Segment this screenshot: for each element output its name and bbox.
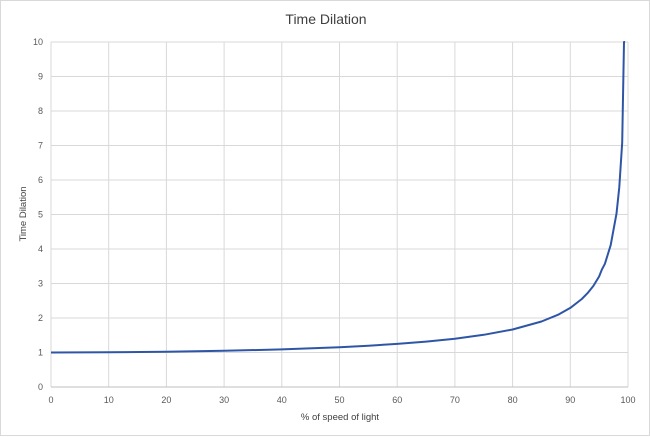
x-axis-label: % of speed of light [301,412,380,423]
x-axis-ticks: 0 10 20 30 40 50 60 70 80 90 100 [48,395,635,405]
y-tick-label: 8 [38,106,43,116]
x-tick-label: 80 [508,395,518,405]
x-tick-label: 70 [450,395,460,405]
y-tick-label: 1 [38,348,43,358]
y-tick-label: 0 [38,382,43,392]
x-tick-label: 0 [48,395,53,405]
y-axis-ticks: 0 1 2 3 4 5 6 7 8 9 10 [33,37,43,392]
x-tick-label: 10 [104,395,114,405]
x-tick-label: 90 [565,395,575,405]
y-tick-label: 10 [33,37,43,47]
chart-title: Time Dilation [285,11,366,27]
x-tick-label: 100 [620,395,635,405]
y-tick-label: 3 [38,279,43,289]
y-tick-label: 9 [38,72,43,82]
y-tick-label: 7 [38,141,43,151]
x-tick-label: 20 [161,395,171,405]
x-tick-label: 60 [392,395,402,405]
y-tick-label: 6 [38,175,43,185]
series-group [50,41,626,354]
x-tick-label: 50 [334,395,344,405]
series-line [50,41,626,354]
y-tick-label: 5 [38,210,43,220]
gridlines [50,41,629,388]
y-tick-label: 2 [38,313,43,323]
x-tick-label: 40 [277,395,287,405]
x-tick-label: 30 [219,395,229,405]
y-tick-label: 4 [38,244,43,254]
y-axis-label: Time Dilation [18,186,29,241]
